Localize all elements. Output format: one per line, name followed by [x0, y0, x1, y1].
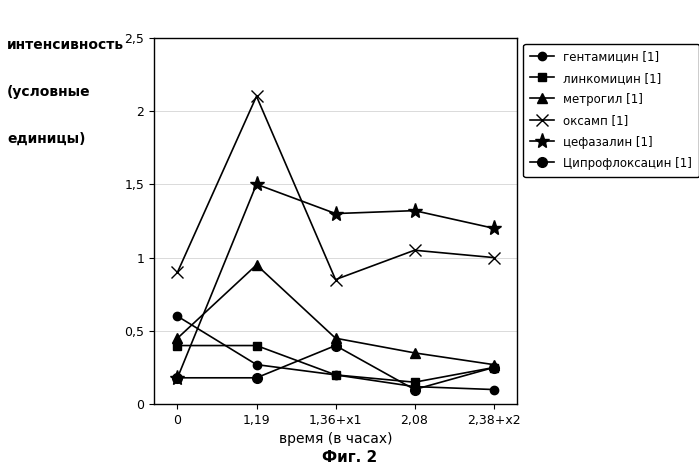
Text: (условные: (условные [7, 85, 91, 99]
цефазалин [1] [489, 226, 498, 231]
метрогил [1] [173, 336, 182, 341]
метрогил [1] [489, 362, 498, 368]
метрогил [1] [410, 350, 419, 356]
гентамицин [1] [410, 384, 419, 390]
Text: единицы): единицы) [7, 132, 85, 146]
Ципрофлоксацин [1] [489, 365, 498, 370]
гентамицин [1] [173, 313, 182, 319]
оксамп [1] [252, 94, 261, 99]
Line: линкомицин [1]: линкомицин [1] [173, 341, 498, 386]
цефазалин [1] [331, 211, 340, 216]
Text: Фиг. 2: Фиг. 2 [322, 450, 377, 465]
линкомицин [1] [173, 343, 182, 348]
линкомицин [1] [410, 379, 419, 385]
Ципрофлоксацин [1] [410, 387, 419, 392]
Ципрофлоксацин [1] [173, 375, 182, 381]
Line: цефазалин [1]: цефазалин [1] [170, 177, 501, 385]
Text: интенсивность: интенсивность [7, 38, 124, 52]
линкомицин [1] [331, 372, 340, 378]
линкомицин [1] [489, 365, 498, 370]
Line: гентамицин [1]: гентамицин [1] [173, 312, 498, 394]
цефазалин [1] [252, 181, 261, 187]
цефазалин [1] [410, 208, 419, 213]
оксамп [1] [173, 269, 182, 275]
X-axis label: время (в часах): время (в часах) [279, 432, 392, 446]
метрогил [1] [252, 262, 261, 268]
Line: Ципрофлоксацин [1]: Ципрофлоксацин [1] [173, 341, 498, 394]
Ципрофлоксацин [1] [331, 343, 340, 348]
Line: оксамп [1]: оксамп [1] [171, 90, 500, 286]
Ципрофлоксацин [1] [252, 375, 261, 381]
гентамицин [1] [252, 362, 261, 368]
Line: метрогил [1]: метрогил [1] [173, 260, 498, 369]
оксамп [1] [331, 277, 340, 282]
оксамп [1] [410, 247, 419, 253]
метрогил [1] [331, 336, 340, 341]
гентамицин [1] [331, 372, 340, 378]
цефазалин [1] [173, 375, 182, 381]
оксамп [1] [489, 255, 498, 260]
гентамицин [1] [489, 387, 498, 392]
Legend: гентамицин [1], линкомицин [1], метрогил [1], оксамп [1], цефазалин [1], Ципрофл: гентамицин [1], линкомицин [1], метрогил… [523, 44, 699, 177]
линкомицин [1] [252, 343, 261, 348]
